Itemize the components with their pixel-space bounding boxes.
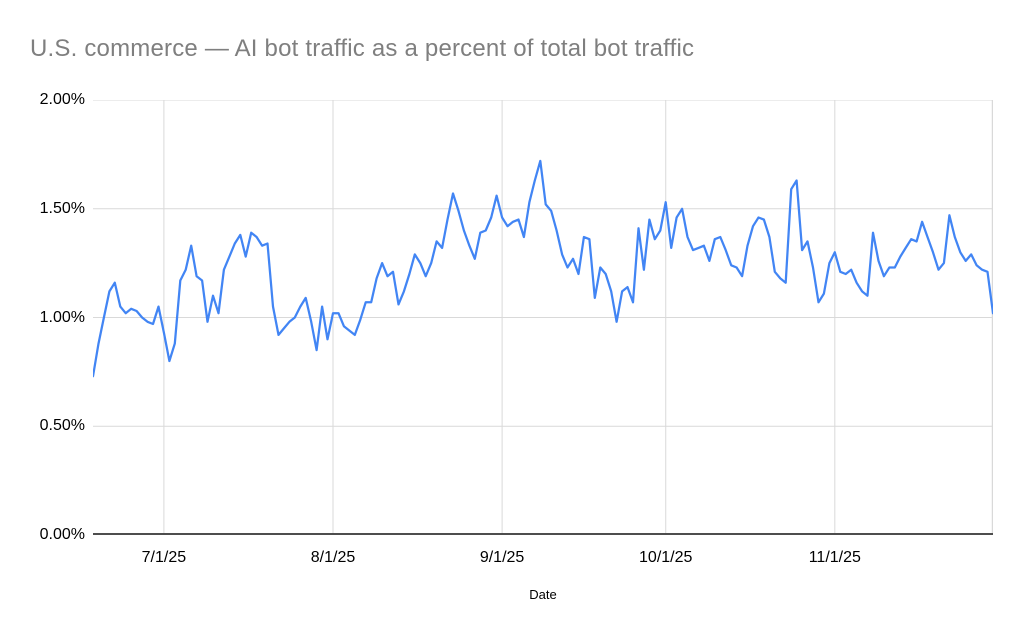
y-tick-label: 2.00% bbox=[39, 91, 85, 108]
chart-title: U.S. commerce — AI bot traffic as a perc… bbox=[30, 35, 695, 62]
x-tick-label: 7/1/25 bbox=[141, 549, 187, 566]
x-tick-label: 8/1/25 bbox=[310, 549, 356, 566]
line-chart-svg bbox=[93, 100, 993, 535]
x-tick-label: 10/1/25 bbox=[639, 549, 693, 566]
y-tick-label: 1.00% bbox=[39, 308, 85, 326]
x-tick-label: 9/1/25 bbox=[479, 549, 525, 566]
series-line bbox=[93, 159, 993, 378]
y-tick-label: 0.00% bbox=[39, 526, 85, 543]
x-axis-title: Date bbox=[529, 587, 557, 602]
y-tick-label: 1.50% bbox=[39, 199, 85, 217]
x-tick-label: 11/1/25 bbox=[808, 549, 861, 566]
y-tick-label: 0.50% bbox=[39, 417, 85, 435]
